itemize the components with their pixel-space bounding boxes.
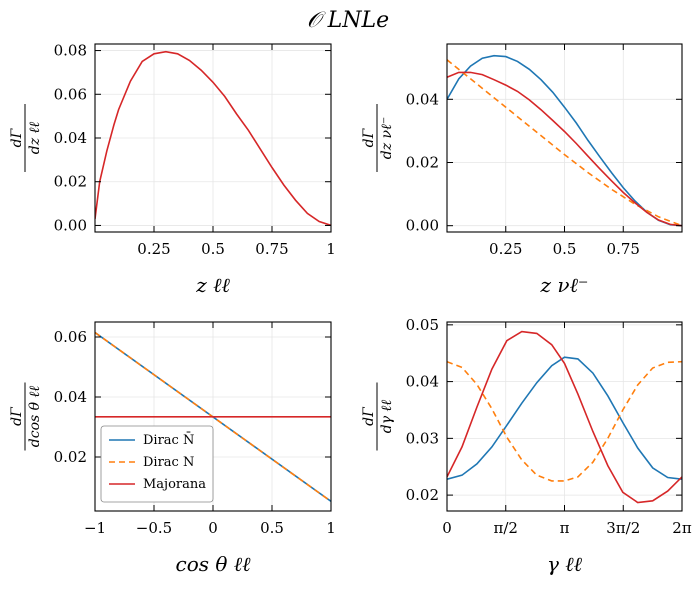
x-axis-label: z ℓℓ — [195, 273, 230, 297]
x-tick-label: 0.75 — [255, 240, 288, 258]
panel-top-right: 0.25 0.5 0.75 0.00 0.02 0.04 z νℓ⁻ dΓ dz νℓ⁻ — [361, 43, 683, 297]
y-tick-label: 0.06 — [54, 85, 87, 103]
y-label-denominator: dcos θ ℓℓ — [27, 386, 43, 448]
y-tick-label: 0.05 — [406, 316, 439, 334]
y-tick-label: 0.04 — [54, 129, 87, 147]
y-tick-label: 0.04 — [54, 388, 87, 406]
legend-entry: Dirac N — [143, 455, 194, 470]
series-line-0 — [95, 50, 331, 227]
x-tick-label: 0.25 — [489, 240, 522, 258]
x-tick-label: 0.25 — [137, 240, 170, 258]
y-axis-label: dΓ dz νℓ⁻ — [361, 104, 395, 172]
y-tick-label: 0.02 — [54, 448, 87, 466]
series-line-0 — [447, 356, 682, 480]
y-tick-label: 0.06 — [54, 328, 87, 346]
y-tick-label: 0.00 — [406, 217, 439, 235]
y-tick-label: 0.00 — [54, 216, 87, 234]
x-axis-label: γ ℓℓ — [547, 552, 583, 576]
legend-entry: Dirac N̄ — [143, 432, 194, 448]
y-label-numerator: dΓ — [361, 127, 377, 147]
x-tick-label: −0.5 — [136, 519, 172, 537]
x-tick-label: 0 — [208, 519, 218, 537]
x-tick-label: 3π/2 — [606, 519, 640, 537]
x-tick-label: 0.75 — [607, 240, 640, 258]
y-tick-label: 0.02 — [406, 486, 439, 504]
figure-title: 𝒪 LNLe — [307, 8, 389, 33]
x-tick-label: π/2 — [494, 519, 518, 537]
legend-entry: Majorana — [143, 477, 206, 492]
y-axis-label: dΓ dcos θ ℓℓ — [9, 382, 43, 451]
y-label-numerator: dΓ — [361, 406, 377, 426]
y-axis-label: dΓ dz ℓℓ — [9, 104, 43, 172]
y-tick-label: 0.04 — [406, 90, 439, 108]
panel-top-left: 0.25 0.5 0.75 1 0.00 0.02 0.04 0.06 0.08 z ℓℓ dΓ dz… — [9, 42, 336, 297]
x-tick-label: 0.5 — [553, 240, 577, 258]
x-tick-label: 1 — [326, 240, 336, 258]
y-label-denominator: dz νℓ⁻ — [379, 117, 395, 160]
series-line-2 — [447, 330, 682, 504]
y-label-numerator: dΓ — [9, 406, 25, 426]
panel-bottom-left: −1 −0.5 0 0.5 1 0.02 0.04 0.06 cos θ ℓℓ dΓ dcos θ … — [9, 321, 336, 576]
x-tick-label: π — [560, 519, 570, 537]
series-line-1 — [447, 59, 682, 227]
y-label-numerator: dΓ — [9, 127, 25, 147]
panel-bottom-right: 0 π/2 π 3π/2 2π 0.02 0.03 0.04 0.05 γ ℓℓ dΓ dγ ℓℓ — [361, 316, 692, 576]
x-tick-label: 0.5 — [260, 519, 284, 537]
legend: Dirac N̄ Dirac N Majorana — [100, 425, 214, 503]
y-tick-label: 0.04 — [406, 373, 439, 391]
x-tick-label: 2π — [672, 519, 692, 537]
y-axis-label: dΓ dγ ℓℓ — [361, 382, 395, 451]
y-tick-label: 0.08 — [54, 42, 87, 60]
legend-box — [100, 425, 214, 503]
x-tick-label: 1 — [326, 519, 336, 537]
y-tick-label: 0.02 — [54, 173, 87, 191]
x-tick-label: −1 — [84, 519, 106, 537]
y-label-denominator: dz ℓℓ — [27, 122, 43, 155]
x-tick-label: 0 — [442, 519, 452, 537]
y-label-denominator: dγ ℓℓ — [379, 400, 395, 434]
x-axis-label: z νℓ⁻ — [540, 273, 589, 297]
series-line-2 — [447, 71, 682, 227]
y-tick-label: 0.02 — [406, 153, 439, 171]
x-tick-label: 0.5 — [201, 240, 225, 258]
y-tick-label: 0.03 — [406, 429, 439, 447]
x-axis-label: cos θ ℓℓ — [176, 552, 252, 576]
